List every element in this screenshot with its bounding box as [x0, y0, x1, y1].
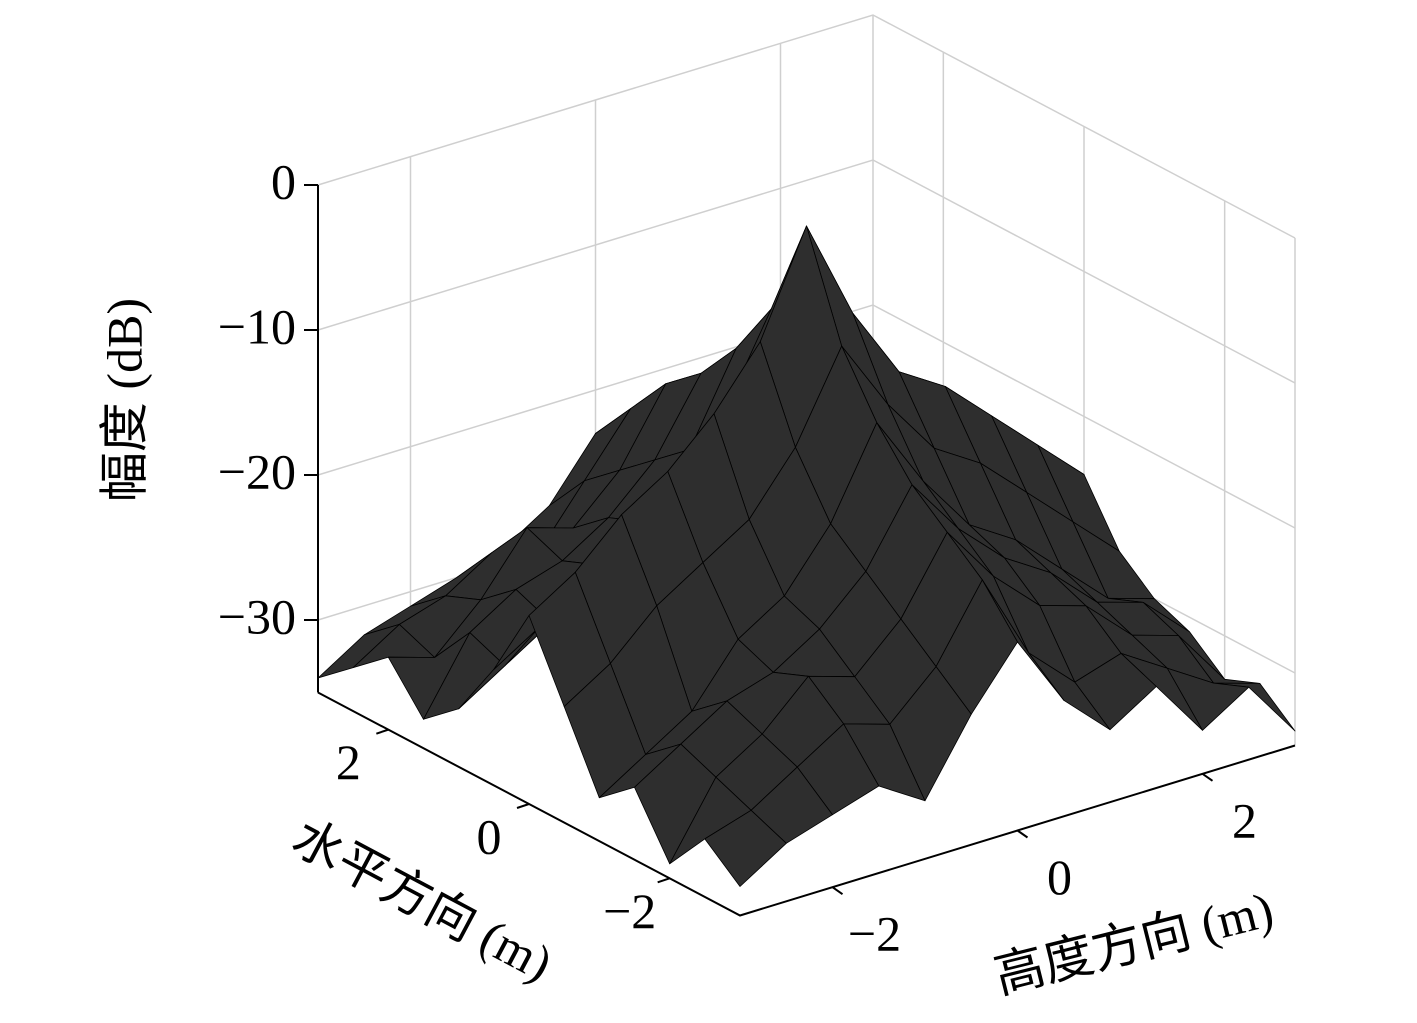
surface-patch — [704, 809, 787, 887]
x-tick — [657, 877, 670, 884]
floor-axis — [317, 691, 1296, 917]
y-tick-label: −2 — [848, 906, 901, 962]
x-tick — [376, 728, 389, 735]
z-tick-label: −20 — [218, 443, 296, 499]
x-tick-label: −2 — [603, 883, 656, 939]
surface — [317, 225, 1296, 887]
y-tick — [1201, 773, 1214, 782]
y-tick-label: 0 — [1047, 849, 1072, 905]
x-tick — [516, 803, 530, 809]
z-tick-label: 0 — [271, 153, 296, 209]
y-tick — [831, 886, 844, 895]
z-tick-label: −30 — [218, 588, 296, 644]
grid-line — [317, 14, 1296, 239]
x-tick-label: 2 — [336, 734, 361, 790]
y-tick — [1016, 829, 1029, 839]
y-axis-label: 高度方向 (m) — [989, 881, 1279, 1004]
z-axis-label: 幅度 (dB) — [96, 298, 152, 502]
x-tick-label: 0 — [477, 808, 502, 864]
axes: −30−20−100−202−202 — [218, 153, 1296, 962]
y-tick-label: 2 — [1232, 792, 1257, 848]
z-tick-label: −10 — [218, 298, 296, 354]
x-axis-label: 水平方向 (m) — [284, 809, 562, 992]
